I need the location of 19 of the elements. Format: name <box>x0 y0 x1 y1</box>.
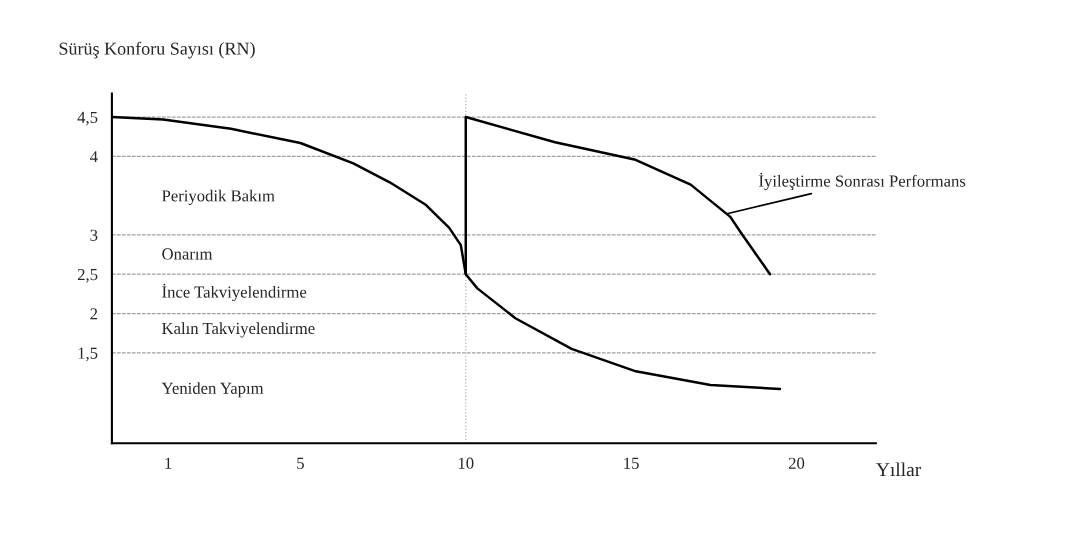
x-tick-label: 1 <box>165 457 172 469</box>
y-tick-label: 1,5 <box>78 347 98 362</box>
y-axis-title: Sürüş Konforu Sayısı (RN) <box>59 41 255 59</box>
x-tick-label: 15 <box>624 457 639 469</box>
annotation: Yeniden Yapım <box>161 382 264 398</box>
annotation: Onarım <box>162 248 213 260</box>
y-tick-label: 3 <box>90 229 98 241</box>
y-tick-label: 2 <box>90 308 98 320</box>
annotation: Kalın Takviyelendirme <box>162 322 315 338</box>
annotation: Periyodik Bakım <box>162 189 275 205</box>
x-axis-title: Yıllar <box>876 462 922 477</box>
x-tick-label: 5 <box>297 457 304 469</box>
y-tick-label: 2,5 <box>77 268 98 283</box>
annotation: İyileştirme Sonrası Performans <box>759 172 966 191</box>
y-tick-label: 4,5 <box>77 111 98 126</box>
x-tick-label: 20 <box>788 457 805 469</box>
y-tick-label: 4 <box>90 151 98 163</box>
annotation: İnce Takviyelendirme <box>162 283 307 302</box>
x-tick-label: 10 <box>458 457 474 469</box>
